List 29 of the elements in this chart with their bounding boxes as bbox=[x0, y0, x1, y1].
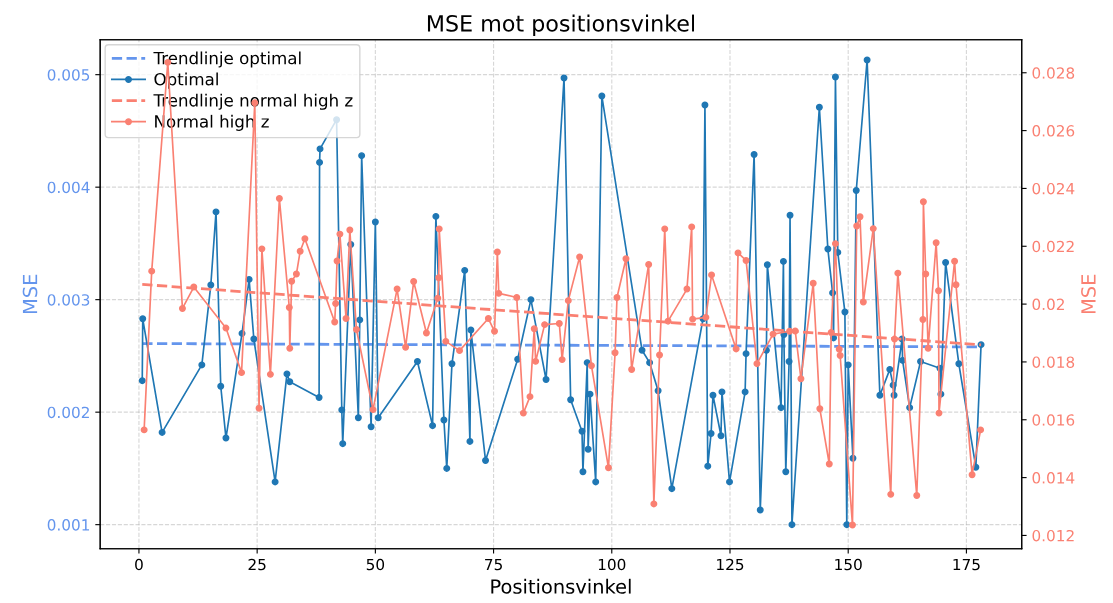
x-axis-title: Positionsvinkel bbox=[491, 578, 631, 594]
y-tick-label: 0.003 bbox=[47, 294, 90, 306]
x-tick-label: 50 bbox=[366, 558, 385, 571]
legend-label: Trendlinje normal high z bbox=[153, 93, 353, 110]
x-tick-label: 125 bbox=[717, 558, 744, 571]
x-tick-label: 25 bbox=[248, 558, 266, 571]
x-tick-label: 100 bbox=[598, 558, 626, 571]
legend-label: Trendlinje optimal bbox=[153, 51, 301, 68]
x-tick-label: 75 bbox=[485, 558, 502, 571]
y-tick-label: 0.002 bbox=[47, 406, 89, 419]
y2-tick-label: 0.018 bbox=[1032, 356, 1075, 368]
y-tick-label: 0.004 bbox=[47, 181, 90, 194]
y2-tick-label: 0.014 bbox=[1032, 472, 1075, 484]
y2-tick-label: 0.02 bbox=[1032, 298, 1064, 311]
y-tick-label: 0.005 bbox=[47, 69, 90, 81]
y2-tick-label: 0.028 bbox=[1032, 67, 1075, 79]
chart-title: MSE mot positionsvinkel bbox=[427, 14, 695, 37]
y-axis-title: MSE bbox=[22, 274, 38, 314]
x-tick-label: 175 bbox=[953, 558, 980, 571]
y2-tick-label: 0.024 bbox=[1032, 182, 1075, 195]
x-tick-label: 0 bbox=[135, 558, 143, 571]
y2-tick-label: 0.026 bbox=[1032, 125, 1075, 137]
y2-tick-label: 0.016 bbox=[1032, 414, 1075, 426]
y-tick-label: 0.001 bbox=[47, 519, 90, 531]
legend-label: Optimal bbox=[154, 72, 218, 89]
x-tick-label: 150 bbox=[835, 558, 862, 571]
y2-axis-title: MSE bbox=[1081, 274, 1096, 314]
y2-tick-label: 0.022 bbox=[1032, 240, 1074, 253]
y2-tick-label: 0.012 bbox=[1032, 529, 1074, 542]
